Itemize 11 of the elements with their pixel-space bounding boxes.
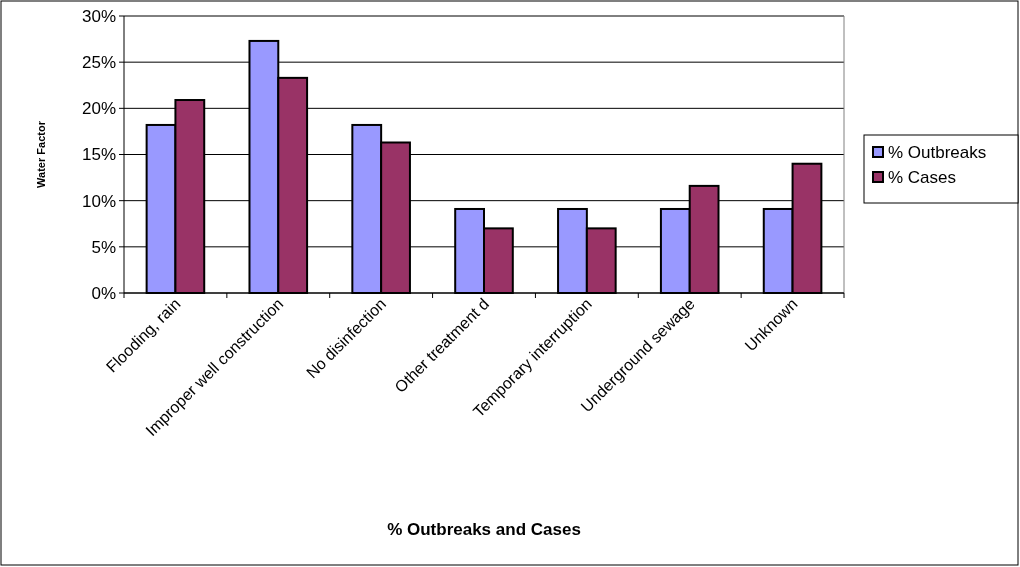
- y-tick-label: 10%: [81, 191, 116, 211]
- y-tick-label: 5%: [91, 237, 116, 257]
- y-axis-title: Water Factor: [35, 120, 47, 188]
- y-tick-label: 30%: [81, 6, 116, 26]
- x-axis-title: % Outbreaks and Cases: [387, 520, 581, 539]
- y-tick-label: 25%: [81, 53, 116, 73]
- legend-label: % Cases: [888, 167, 957, 187]
- y-tick-label: 20%: [81, 99, 116, 119]
- y-tick-label: 15%: [81, 145, 116, 165]
- y-tick-label: 0%: [91, 283, 116, 303]
- legend-label: % Outbreaks: [888, 142, 987, 162]
